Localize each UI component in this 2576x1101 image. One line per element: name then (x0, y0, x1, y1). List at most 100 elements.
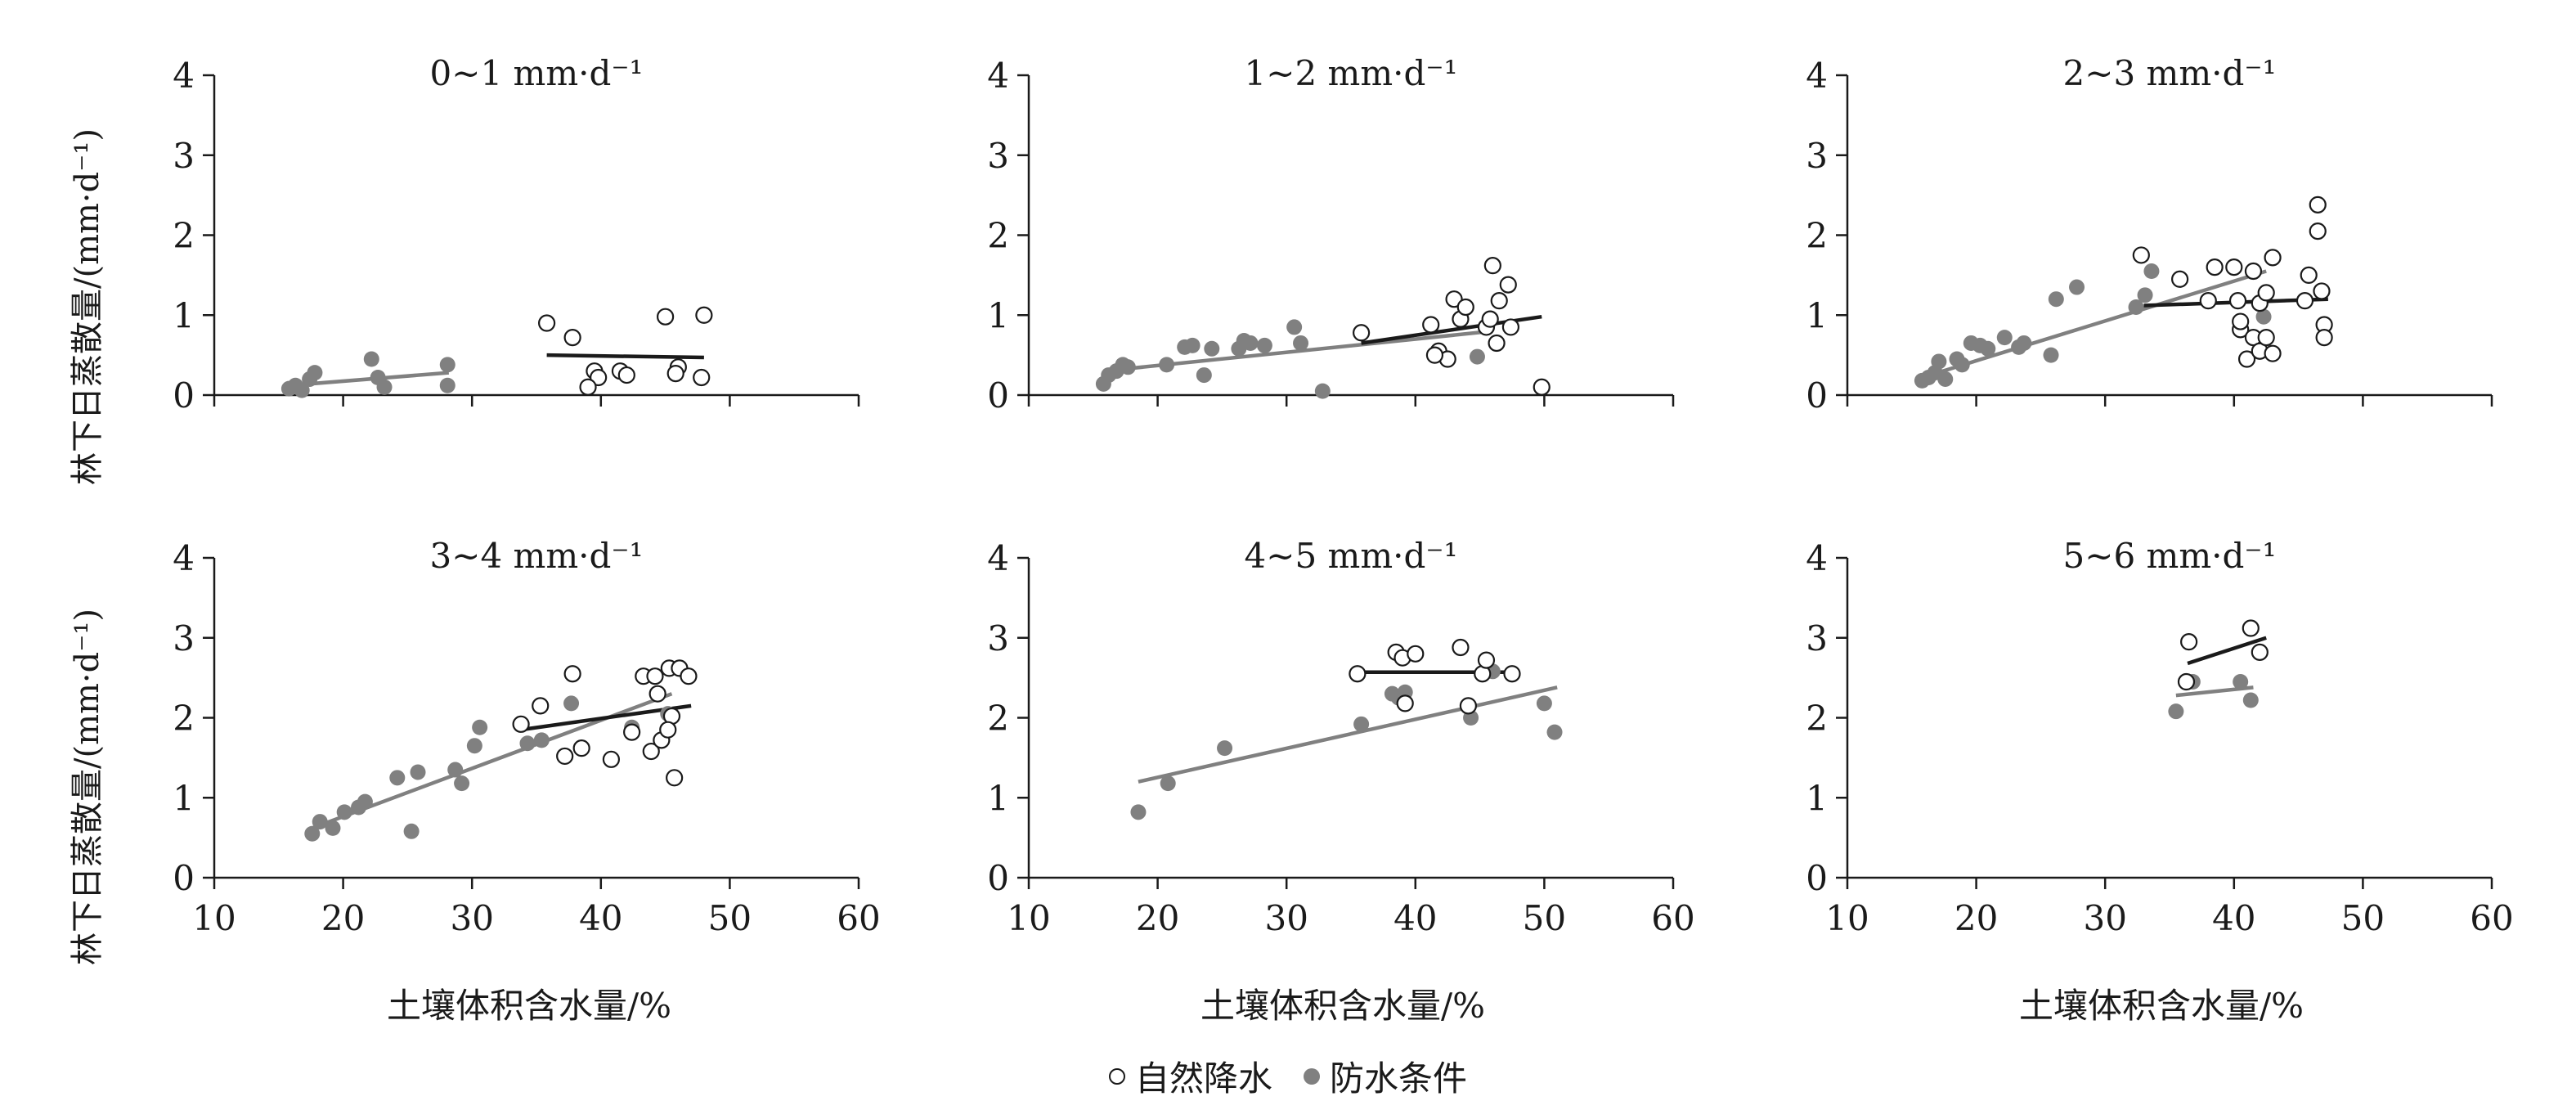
point-natural (680, 667, 698, 685)
point-natural (512, 715, 530, 733)
y-tick-label: 4 (987, 56, 1009, 96)
panel-title: 4~5 mm·d⁻¹ (1245, 536, 1458, 576)
point-natural (617, 366, 635, 384)
y-tick-label: 0 (987, 858, 1009, 898)
point-natural (2264, 344, 2282, 362)
x-axis-label-left: 土壤体积含水量/% (386, 986, 672, 1026)
point-waterproof (563, 695, 580, 712)
y-tick-label: 2 (987, 216, 1009, 256)
point-waterproof (336, 804, 352, 820)
point-waterproof (357, 793, 373, 810)
point-natural (579, 378, 597, 396)
x-tick-label: 30 (450, 898, 493, 938)
point-waterproof (1536, 695, 1552, 712)
y-tick-label: 0 (173, 858, 195, 898)
point-waterproof (2043, 347, 2059, 363)
point-natural (2309, 195, 2327, 213)
x-tick-label: 50 (2341, 898, 2385, 938)
point-natural (532, 697, 550, 715)
chart-panel-5: 0 1 2 3 4 10 20 30 40 50 60 4~5 mm·d⁻¹ (987, 536, 1694, 938)
point-waterproof (1314, 383, 1331, 399)
point-waterproof (519, 735, 536, 752)
point-natural (563, 329, 581, 347)
x-tick-label: 20 (321, 898, 365, 938)
point-natural (1459, 697, 1478, 715)
point-natural (1503, 665, 1521, 683)
point-waterproof (304, 825, 321, 842)
y-tick-label: 4 (987, 538, 1009, 578)
y-tick-label: 3 (987, 618, 1009, 658)
point-natural (2232, 312, 2250, 330)
y-tick-label: 1 (987, 778, 1009, 818)
point-natural (2244, 262, 2263, 281)
x-tick-label: 40 (579, 898, 622, 938)
y-tick-label: 0 (173, 375, 195, 416)
point-natural (1490, 292, 1508, 310)
chart-panel-2: 0 1 2 3 4 1~2 mm·d⁻¹ (987, 53, 1675, 416)
y-tick-label: 1 (1806, 778, 1828, 818)
point-waterproof (1286, 319, 1303, 335)
x-tick-label: 20 (1136, 898, 1179, 938)
point-natural (2300, 266, 2318, 284)
point-waterproof (1159, 357, 1175, 373)
y-tick-label: 2 (1806, 216, 1828, 256)
point-natural (1407, 645, 1425, 663)
y-tick-label: 1 (987, 295, 1009, 335)
point-natural (1483, 257, 1501, 275)
point-waterproof (533, 732, 550, 748)
point-waterproof (410, 764, 426, 780)
point-waterproof (1954, 357, 1970, 373)
point-waterproof (2255, 308, 2272, 325)
point-waterproof (466, 738, 482, 754)
point-waterproof (2137, 287, 2153, 303)
point-waterproof (1980, 340, 1996, 357)
point-natural (623, 723, 641, 741)
point-waterproof (1130, 804, 1147, 820)
point-natural (2251, 643, 2269, 661)
x-tick-label: 10 (1825, 898, 1869, 938)
legend-label-waterproof: 防水条件 (1330, 1058, 1468, 1099)
x-axis-label-middle: 土壤体积含水量/% (1200, 986, 1486, 1026)
y-tick-label: 3 (1806, 618, 1828, 658)
y-tick-label: 0 (1806, 858, 1828, 898)
open-circle-marker-icon (1108, 1067, 1125, 1085)
point-waterproof (325, 820, 341, 836)
panel-title: 0~1 mm·d⁻¹ (430, 53, 644, 93)
point-natural (1481, 310, 1499, 328)
point-natural (2228, 292, 2247, 310)
point-waterproof (294, 382, 310, 398)
y-tick-label: 3 (987, 136, 1009, 176)
x-tick-label: 20 (1954, 898, 1998, 938)
fit-line-natural (546, 353, 704, 360)
point-waterproof (1293, 335, 1309, 351)
point-natural (695, 306, 713, 324)
point-natural (1477, 651, 1496, 669)
point-waterproof (1242, 335, 1259, 351)
point-waterproof (439, 377, 456, 393)
point-natural (2257, 284, 2275, 302)
x-axis-label-right: 土壤体积含水量/% (2018, 986, 2304, 1026)
point-waterproof (454, 775, 470, 792)
chart-panel-4: 0 1 2 3 4 10 20 30 40 50 60 3~4 mm·d⁻¹ (173, 536, 880, 938)
point-natural (2199, 292, 2217, 310)
point-natural (648, 685, 666, 703)
legend-label-natural: 自然降水 (1134, 1058, 1272, 1099)
point-natural (2177, 672, 2196, 691)
point-waterproof (403, 823, 420, 839)
y-tick-label: 0 (1806, 375, 1828, 416)
point-natural (2313, 282, 2331, 300)
point-waterproof (2016, 335, 2032, 351)
point-waterproof (1546, 724, 1563, 740)
legend: 自然降水 防水条件 (0, 1051, 2576, 1101)
legend-item-natural: 自然降水 (1108, 1051, 1272, 1101)
y-tick-label: 1 (173, 778, 195, 818)
y-axis-label-text: 林下日蒸散量/(mm·d⁻¹) (69, 608, 107, 966)
legend-item-waterproof: 防水条件 (1304, 1051, 1467, 1101)
x-tick-label: 60 (1651, 898, 1694, 938)
x-tick-label: 30 (2083, 898, 2126, 938)
point-waterproof (363, 351, 379, 367)
point-natural (1533, 378, 1551, 396)
point-waterproof (1217, 740, 1233, 757)
point-waterproof (1196, 367, 1212, 384)
y-tick-label: 4 (1806, 56, 1828, 96)
